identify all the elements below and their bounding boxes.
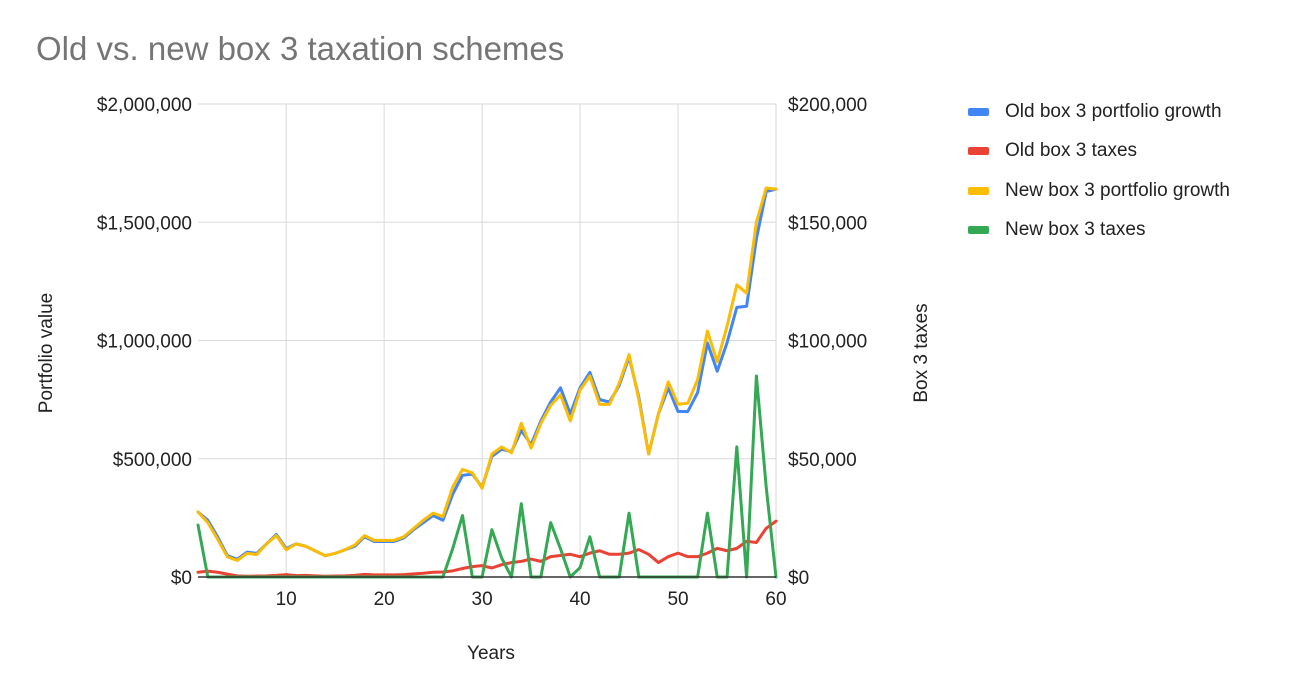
legend-item[interactable]: New box 3 portfolio growth — [968, 171, 1230, 211]
y-axis-title-right: Box 3 taxes — [911, 303, 932, 402]
legend-label: New box 3 portfolio growth — [1005, 179, 1230, 201]
legend-item[interactable]: New box 3 taxes — [968, 211, 1230, 251]
y-axis-title-left: Portfolio value — [36, 293, 57, 413]
legend-label: Old box 3 portfolio growth — [1005, 100, 1222, 122]
series-old-box-3-portfolio-growth — [196, 187, 778, 561]
chart-legend: Old box 3 portfolio growth Old box 3 taxe… — [968, 92, 1230, 250]
axes: $0 $500,000 $1,000,000 $1,500,000 $2,000,000… — [97, 95, 867, 610]
series-line — [196, 187, 778, 561]
y-tick-label-left: $2,000,000 — [97, 95, 192, 116]
legend-swatch — [968, 147, 989, 156]
legend-item[interactable]: Old box 3 taxes — [968, 132, 1230, 172]
x-tick-label: 30 — [472, 589, 493, 610]
y-tick-label-left: $0 — [171, 568, 192, 589]
legend-label: Old box 3 taxes — [1005, 140, 1138, 162]
x-tick-label: 10 — [276, 589, 297, 610]
grid-lines — [198, 103, 777, 577]
legend-swatch — [968, 107, 989, 116]
x-tick-label: 20 — [374, 589, 395, 610]
y-tick-label-right: $200,000 — [788, 95, 867, 116]
y-tick-label-right: $150,000 — [788, 213, 867, 234]
legend-swatch — [968, 226, 989, 235]
legend-label: New box 3 taxes — [1005, 219, 1146, 241]
legend-swatch — [968, 186, 989, 195]
series-layer — [196, 186, 778, 579]
y-tick-label-left: $1,500,000 — [97, 213, 192, 234]
y-tick-label-right: $50,000 — [788, 450, 857, 471]
x-axis-title: Years — [467, 643, 515, 664]
y-tick-label-left: $1,000,000 — [97, 332, 192, 353]
y-tick-label-left: $500,000 — [113, 450, 192, 471]
series-new-box-3-portfolio-growth — [196, 186, 778, 562]
x-tick-label: 50 — [667, 589, 688, 610]
series-line — [196, 186, 778, 562]
x-tick-label: 60 — [765, 589, 786, 610]
legend-item[interactable]: Old box 3 portfolio growth — [968, 92, 1230, 132]
series-line — [196, 519, 778, 578]
y-tick-label-right: $100,000 — [788, 332, 867, 353]
x-tick-label: 40 — [569, 589, 590, 610]
chart-title: Old vs. new box 3 taxation schemes — [36, 30, 565, 67]
y-tick-label-right: $0 — [788, 568, 809, 589]
